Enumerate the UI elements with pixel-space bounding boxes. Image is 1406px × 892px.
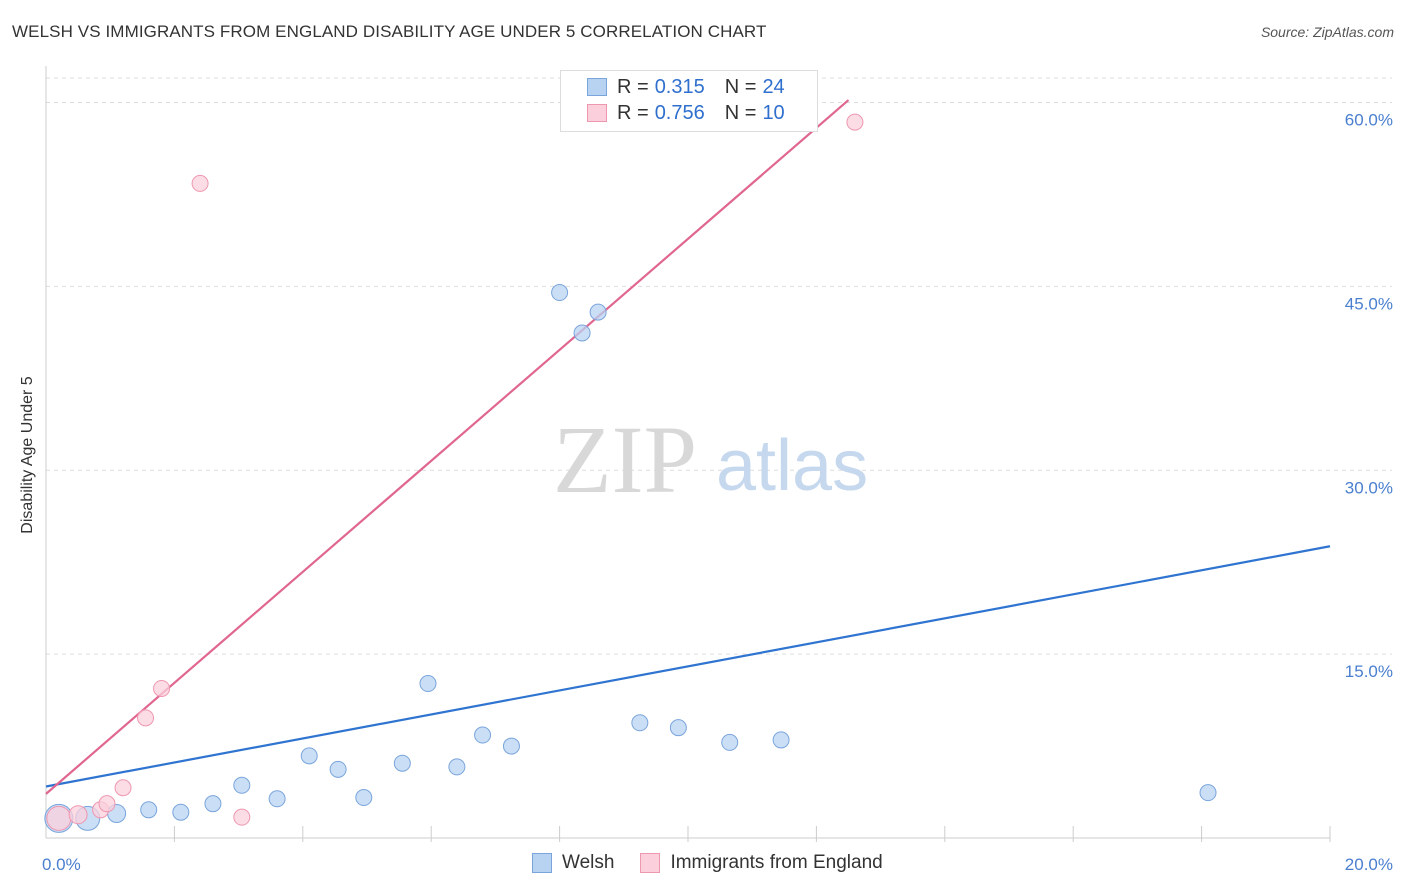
- legend-imm-r-value: 0.756: [654, 101, 705, 124]
- watermark-atlas: atlas: [716, 426, 868, 506]
- welsh-point: [631, 714, 649, 732]
- legend-row-welsh: R = 0.315 N = 24: [587, 75, 785, 99]
- legend-n-label: N =: [724, 101, 757, 124]
- immigrants-trend-line: [45, 99, 850, 795]
- welsh-point: [589, 303, 607, 321]
- y-tick-label: 30.0%: [1345, 478, 1393, 497]
- welsh-point: [573, 324, 591, 342]
- source-label: Source: ZipAtlas.com: [1260, 24, 1394, 40]
- welsh-point: [172, 803, 190, 821]
- chart-title: WELSH VS IMMIGRANTS FROM ENGLAND DISABIL…: [12, 22, 767, 41]
- welsh-point: [502, 737, 520, 755]
- welsh-point: [268, 790, 286, 808]
- legend-label-immigrants: Immigrants from England: [670, 852, 883, 873]
- watermark-zip: ZIP: [553, 406, 697, 513]
- welsh-point: [772, 731, 790, 749]
- welsh-point: [300, 747, 318, 765]
- welsh-point: [669, 719, 687, 737]
- welsh-point: [448, 758, 466, 776]
- welsh-trend-line: [45, 545, 1331, 788]
- watermark: ZIP atlas: [553, 406, 868, 513]
- legend-r-label: R =: [617, 75, 649, 98]
- welsh-point: [329, 760, 347, 778]
- y-tick-label: 15.0%: [1345, 662, 1393, 681]
- welsh-point: [393, 754, 411, 772]
- y-tick-label: 45.0%: [1345, 294, 1393, 313]
- legend-row-immigrants: R = 0.756 N = 10: [587, 101, 785, 125]
- immigrants-point: [98, 795, 116, 813]
- legend-item-immigrants: Immigrants from England: [640, 852, 883, 874]
- legend-imm-n-value: 10: [762, 101, 785, 124]
- legend-r-label: R =: [617, 101, 649, 124]
- welsh-point: [721, 733, 739, 751]
- welsh-point: [140, 801, 158, 819]
- immigrants-point: [46, 805, 72, 831]
- immigrants-point: [68, 805, 88, 825]
- immigrants-point: [137, 709, 155, 727]
- immigrants-point: [846, 113, 864, 131]
- welsh-point: [474, 726, 492, 744]
- bottom-legend: Welsh Immigrants from England: [532, 852, 909, 874]
- gridlines: [46, 77, 1392, 655]
- immigrants-point: [191, 174, 209, 192]
- legend-n-label: N =: [724, 75, 757, 98]
- immigrants-point: [153, 679, 171, 697]
- welsh-point: [1199, 784, 1217, 802]
- x-tick-label: 0.0%: [42, 855, 81, 874]
- trend-lines: [45, 99, 1331, 795]
- legend-item-welsh: Welsh: [532, 852, 614, 874]
- welsh-swatch: [532, 853, 552, 873]
- welsh-point: [204, 795, 222, 813]
- immigrants-point: [233, 808, 251, 826]
- y-tick-label: 60.0%: [1345, 111, 1393, 130]
- legend-welsh-n-value: 24: [762, 75, 785, 98]
- immigrants-swatch: [640, 853, 661, 873]
- legend-box: R = 0.315 N = 24 R = 0.756 N = 10: [560, 70, 818, 132]
- welsh-point: [233, 776, 251, 794]
- welsh-point: [355, 789, 373, 807]
- welsh-point: [419, 675, 437, 693]
- immigrants-swatch: [587, 104, 607, 122]
- axes: [45, 66, 1331, 842]
- legend-welsh-r-value: 0.315: [654, 75, 705, 98]
- legend-label-welsh: Welsh: [562, 852, 615, 873]
- welsh-point: [551, 284, 569, 302]
- welsh-swatch: [587, 78, 607, 96]
- x-tick-label: 20.0%: [1345, 855, 1393, 874]
- tick-labels: 15.0% 30.0% 45.0% 60.0% 0.0% 20.0%: [42, 111, 1393, 874]
- data-points: [44, 113, 1217, 833]
- immigrants-point: [114, 779, 132, 797]
